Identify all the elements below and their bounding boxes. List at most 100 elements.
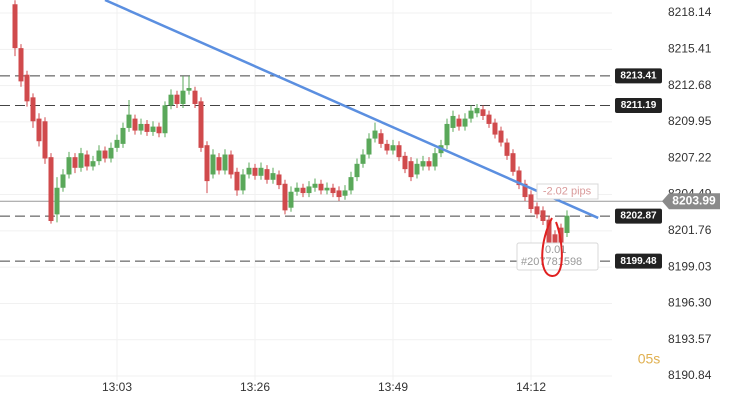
candle-body	[534, 206, 540, 215]
candle-body	[330, 187, 336, 194]
candle-body	[318, 183, 324, 191]
candle-body	[300, 187, 306, 194]
candle-body	[510, 153, 516, 172]
candle-body	[372, 130, 378, 139]
timer: 05s	[638, 351, 661, 367]
price-tag-label: 8213.41	[620, 71, 657, 82]
order-amount: 0.01	[545, 244, 566, 256]
candle-body	[462, 118, 468, 127]
candles	[12, 0, 570, 257]
candle-body	[528, 194, 534, 210]
x-tick-label: 13:49	[378, 380, 408, 394]
candle-body	[450, 115, 456, 128]
candle-body	[144, 123, 150, 132]
candle-body	[162, 105, 168, 134]
candle-body	[210, 154, 216, 175]
candle-body	[498, 130, 504, 143]
candle-body	[390, 145, 396, 151]
candle-body	[186, 88, 192, 91]
candle-body	[114, 139, 120, 148]
current-price-label: 8203.99	[672, 193, 716, 207]
y-tick-label: 8218.14	[668, 5, 712, 19]
overlay: -2.02 pips 0.01#207781598 05s	[104, 0, 661, 367]
candle-body	[42, 121, 48, 159]
candle-body	[564, 215, 570, 233]
candle-body	[408, 161, 414, 178]
candle-body	[180, 90, 186, 104]
candle-body	[426, 161, 432, 167]
price-tag	[615, 97, 662, 113]
candle-body	[378, 133, 384, 144]
candle-body	[420, 161, 426, 167]
candle-body	[468, 110, 474, 119]
candle-body	[204, 145, 210, 182]
candle-body	[192, 90, 198, 104]
current-price-tag	[662, 193, 720, 210]
candle-body	[60, 174, 66, 188]
candle-body	[414, 163, 420, 175]
candle-body	[258, 167, 264, 176]
x-tick-label: 14:12	[516, 380, 546, 394]
candle-body	[96, 150, 102, 162]
candle-body	[150, 126, 156, 132]
candle-body	[336, 190, 342, 198]
y-tick-label: 8207.22	[668, 150, 712, 164]
candle-body	[516, 170, 522, 186]
order-box	[516, 242, 599, 271]
grid: 8218.148215.418212.688209.958207.228204.…	[0, 0, 712, 394]
y-tick-label: 8193.57	[668, 332, 712, 346]
candle-body	[360, 154, 366, 164]
candle-body	[12, 4, 18, 49]
candle-body	[342, 190, 348, 196]
candle-body	[282, 183, 288, 211]
candle-body	[108, 147, 114, 159]
candle-body	[120, 127, 126, 144]
candle-body	[78, 153, 84, 168]
candle-body	[246, 167, 252, 175]
candle-body	[306, 186, 312, 194]
candle-body	[384, 143, 390, 151]
price-tag-label: 8199.48	[620, 256, 657, 267]
candle-body	[474, 107, 480, 114]
y-tick-label: 8201.76	[668, 223, 712, 237]
y-tick-label: 8212.68	[668, 78, 712, 92]
price-tag-label: 8211.19	[621, 100, 657, 111]
y-tick-label: 8209.95	[668, 114, 712, 128]
candle-body	[30, 97, 36, 122]
candle-body	[264, 169, 270, 180]
x-tick-label: 13:26	[240, 380, 270, 394]
candle-body	[348, 177, 354, 191]
pips-label: -2.02 pips	[543, 185, 592, 197]
candle-body	[366, 138, 372, 155]
candle-body	[270, 173, 276, 180]
candle-body	[138, 123, 144, 131]
candle-body	[546, 219, 552, 245]
pips-box	[536, 183, 599, 200]
y-tick-label: 8196.30	[668, 296, 712, 310]
price-tag	[615, 68, 662, 84]
candle-body	[198, 101, 204, 148]
candle-body	[90, 161, 96, 167]
candle-body	[444, 123, 450, 146]
candle-body	[156, 126, 162, 134]
price-tag-label: 8202.87	[620, 211, 657, 222]
candle-body	[504, 142, 510, 156]
candle-body	[84, 154, 90, 167]
price-tag	[615, 253, 662, 269]
hand-circle	[541, 217, 563, 278]
candle-body	[240, 174, 246, 191]
candle-body	[354, 163, 360, 178]
candle-body	[234, 171, 240, 191]
candle-body	[324, 187, 330, 191]
candle-body	[288, 191, 294, 208]
x-tick-label: 13:03	[102, 380, 132, 394]
candle-body	[126, 114, 132, 128]
candle-body	[102, 150, 108, 159]
candle-body	[486, 114, 492, 124]
candle-body	[72, 157, 78, 168]
order-id: #207781598	[521, 256, 582, 268]
candle-body	[492, 122, 498, 135]
candle-body	[168, 94, 174, 106]
candle-body	[252, 167, 258, 176]
